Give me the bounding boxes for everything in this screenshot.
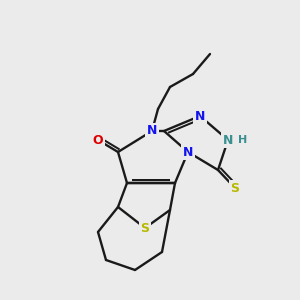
Text: H: H — [238, 135, 247, 145]
Text: N: N — [195, 110, 205, 122]
Text: O: O — [93, 134, 103, 146]
Text: N: N — [183, 146, 193, 158]
Text: S: S — [230, 182, 239, 194]
Text: S: S — [140, 221, 149, 235]
Text: N: N — [147, 124, 157, 137]
Text: N: N — [223, 134, 233, 146]
